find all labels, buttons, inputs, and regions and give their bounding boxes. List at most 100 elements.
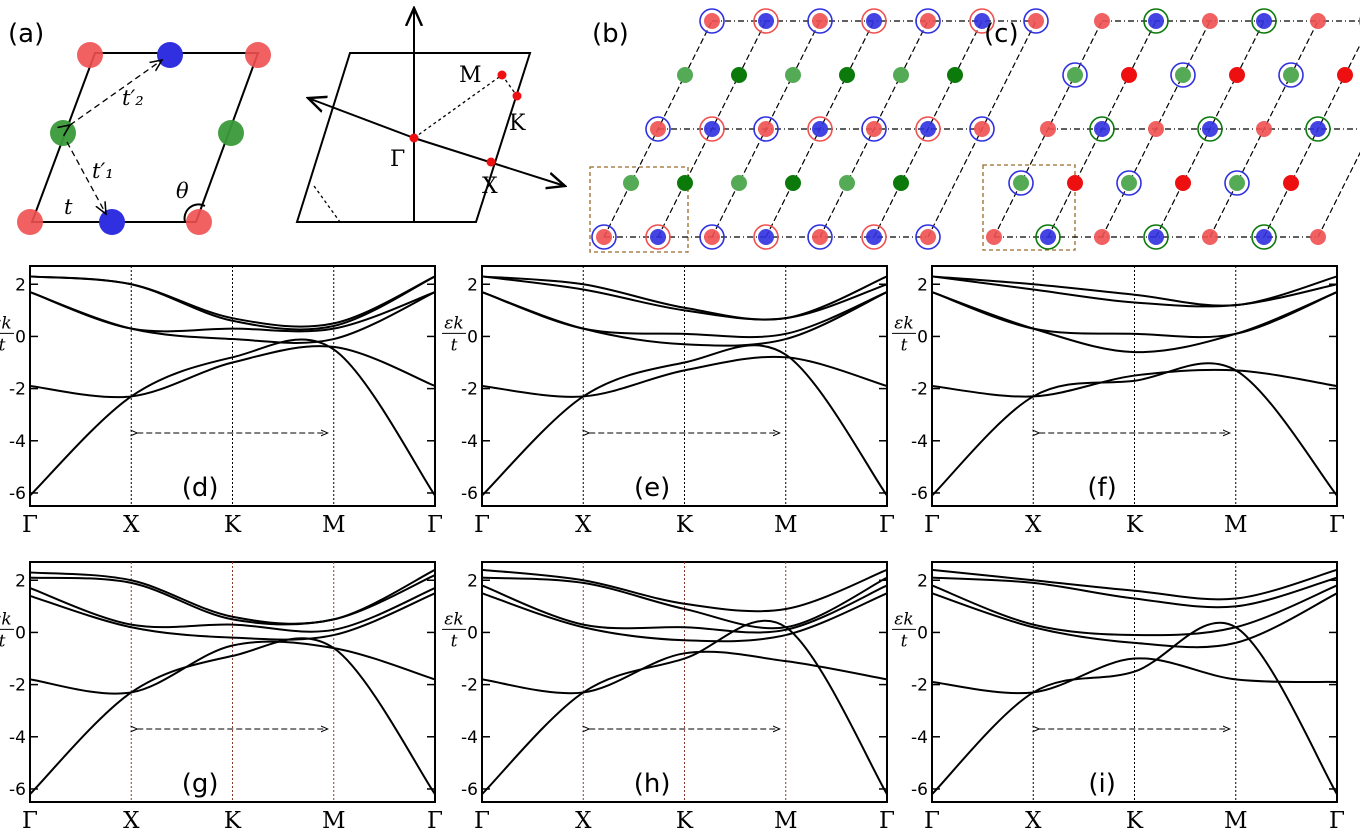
bz-boundary — [295, 52, 532, 223]
site-red — [1202, 13, 1218, 29]
band-line — [931, 657, 1338, 695]
x-tick-label: M — [322, 808, 346, 832]
y-tick-label: -6 — [9, 484, 26, 504]
y-tick-label: -4 — [461, 432, 478, 452]
x-tick-label: X — [123, 512, 140, 538]
site-blue — [758, 229, 774, 245]
y-axis-label-den: t — [901, 631, 908, 651]
y-tick-label: -6 — [9, 780, 26, 800]
site-blue — [1202, 121, 1218, 137]
site-green — [1229, 175, 1245, 191]
y-axis-label: εk — [894, 609, 913, 629]
moment-ring — [753, 224, 779, 250]
site-blue — [974, 13, 990, 29]
band-line — [931, 291, 1338, 354]
y-tick-label: -4 — [911, 432, 928, 452]
site-blue — [812, 121, 828, 137]
site-green — [218, 120, 244, 146]
x-tick-label: Γ — [22, 808, 38, 832]
site-green — [785, 175, 801, 191]
moment-ring — [591, 224, 617, 250]
site-red — [1040, 121, 1056, 137]
y-tick-label: -2 — [911, 380, 928, 400]
moment-ring — [1224, 170, 1250, 196]
site-red — [812, 13, 828, 29]
y-tick-label: -2 — [461, 676, 478, 696]
moment-ring — [1305, 116, 1331, 142]
brillouin-zone: Γ M K X — [295, 8, 565, 223]
site-blue — [1310, 121, 1326, 137]
x-tick-label: Γ — [427, 512, 443, 538]
y-tick-label: -6 — [911, 484, 928, 504]
site-green — [731, 175, 747, 191]
y-tick-label: -6 — [461, 780, 478, 800]
site-red — [1283, 175, 1299, 191]
y-tick-label: -6 — [461, 484, 478, 504]
y-tick-label: 2 — [15, 275, 26, 295]
x-tick-label: X — [575, 512, 592, 538]
y-tick-label: 0 — [15, 623, 26, 643]
site-red — [1202, 229, 1218, 245]
band-line — [29, 574, 436, 626]
moment-ring — [807, 8, 833, 34]
band-panel-label: (e) — [634, 473, 670, 503]
site-blue — [866, 13, 882, 29]
site-blue — [1040, 229, 1056, 245]
moment-ring — [1062, 62, 1088, 88]
label-x: X — [482, 174, 498, 199]
site-blue — [99, 209, 125, 235]
band-line — [29, 640, 436, 695]
x-tick-label: M — [774, 808, 798, 832]
moment-ring — [1278, 62, 1304, 88]
site-red — [186, 209, 212, 235]
band-line — [931, 568, 1338, 601]
y-axis-label: εk — [0, 609, 12, 629]
band-panel-label: (h) — [634, 769, 671, 799]
band-line — [481, 355, 888, 398]
site-red — [1094, 13, 1110, 29]
band-line — [29, 338, 436, 497]
band-line — [931, 368, 1338, 398]
x-tick-label: K — [1126, 808, 1144, 832]
moment-ring — [1143, 224, 1169, 250]
site-blue — [157, 42, 183, 68]
x-tick-label: K — [224, 808, 242, 832]
moment-ring — [807, 116, 833, 142]
x-tick-label: K — [224, 512, 242, 538]
band-panel-label: (d) — [182, 473, 219, 503]
label-gamma: Γ — [390, 147, 405, 172]
y-tick-label: 2 — [917, 275, 928, 295]
site-blue — [920, 121, 936, 137]
moment-ring — [969, 116, 995, 142]
x-tick-label: Γ — [1329, 512, 1345, 538]
site-red — [17, 209, 43, 235]
y-tick-label: 0 — [917, 623, 928, 643]
site-red — [1229, 67, 1245, 83]
band-line — [481, 592, 888, 643]
site-red — [1121, 67, 1137, 83]
site-red — [974, 121, 990, 137]
angle-arc — [183, 203, 206, 223]
m-k-path — [501, 74, 518, 97]
band-line — [481, 275, 888, 321]
band-line — [29, 592, 436, 641]
moment-ring — [861, 224, 887, 250]
moment-ring — [861, 8, 887, 34]
x-tick-label: Γ — [924, 808, 940, 832]
site-red — [986, 229, 1002, 245]
magnetic-cell-box — [982, 164, 1076, 251]
site-green — [947, 67, 963, 83]
site-blue — [1148, 13, 1164, 29]
band-line — [29, 345, 436, 399]
y-tick-label: -6 — [911, 780, 928, 800]
point-x — [486, 157, 496, 167]
y-axis-label-den: t — [451, 631, 458, 651]
moment-ring — [915, 116, 941, 142]
site-green — [893, 67, 909, 83]
y-axis-label: εk — [444, 313, 463, 333]
site-green — [1283, 67, 1299, 83]
bz-inner-dash — [313, 185, 341, 223]
band-line — [931, 362, 1338, 497]
